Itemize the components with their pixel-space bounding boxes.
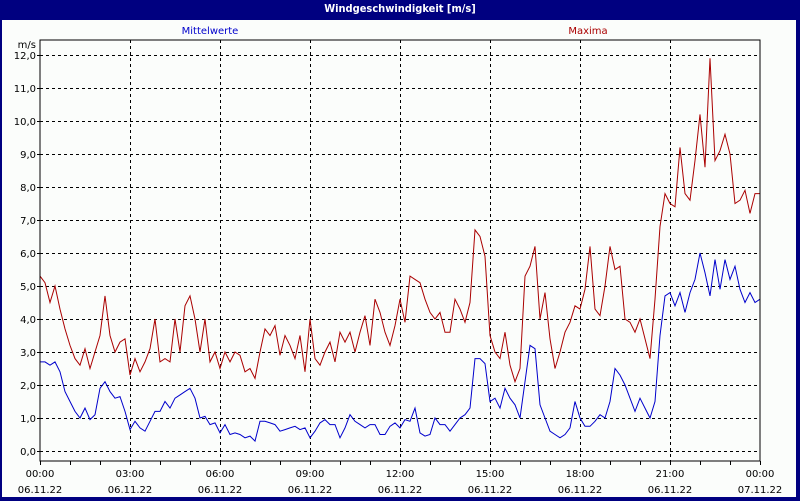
x-tick-time: 18:00 bbox=[566, 469, 595, 480]
x-tick-time: 12:00 bbox=[386, 469, 415, 480]
series-mittelwerte-line bbox=[40, 252, 761, 443]
y-axis-unit: m/s bbox=[18, 40, 36, 51]
x-tick-date: 06.11.22 bbox=[198, 485, 243, 496]
x-tick-date: 06.11.22 bbox=[378, 485, 423, 496]
x-tick-date: 06.11.22 bbox=[558, 485, 603, 496]
y-tick-label: 0,0 bbox=[20, 447, 36, 458]
y-axis-ticks: 0,0 1,0 2,0 3,0 4,0 5,0 6,0 7,0 8,0 9,0 10,0 11,0 12… bbox=[14, 51, 40, 458]
y-tick-label: 5,0 bbox=[20, 282, 36, 293]
y-tick-label: 7,0 bbox=[20, 216, 36, 227]
x-tick-time: 15:00 bbox=[476, 469, 505, 480]
x-axis-ticks: 00:00 06.11.22 03:00 06.11.22 06:00 06.11.22 0… bbox=[18, 461, 783, 496]
x-tick-date: 07.11.22 bbox=[738, 485, 783, 496]
plot-frame bbox=[39, 39, 761, 462]
y-tick-label: 8,0 bbox=[20, 183, 36, 194]
x-tick-time: 00:00 bbox=[26, 469, 55, 480]
window-title: Windgeschwindigkeit [m/s] bbox=[324, 2, 476, 15]
x-tick-date: 06.11.22 bbox=[18, 485, 63, 496]
y-tick-label: 1,0 bbox=[20, 414, 36, 425]
x-tick-date: 06.11.22 bbox=[288, 485, 333, 496]
x-tick-time: 03:00 bbox=[116, 469, 145, 480]
series-maxima-line bbox=[39, 58, 760, 384]
y-tick-label: 12,0 bbox=[14, 51, 36, 62]
x-tick-time: 06:00 bbox=[206, 469, 235, 480]
x-tick-time: 21:00 bbox=[656, 469, 685, 480]
y-tick-label: 4,0 bbox=[20, 315, 36, 326]
x-tick-time: 00:00 bbox=[746, 469, 775, 480]
y-tick-label: 11,0 bbox=[14, 84, 36, 95]
y-tick-label: 10,0 bbox=[14, 117, 36, 128]
y-tick-label: 3,0 bbox=[20, 348, 36, 359]
y-tick-label: 6,0 bbox=[20, 249, 36, 260]
x-tick-time: 09:00 bbox=[296, 469, 325, 480]
x-tick-date: 06.11.22 bbox=[468, 485, 513, 496]
x-tick-date: 06.11.22 bbox=[108, 485, 153, 496]
legend-max: Maxima bbox=[568, 26, 607, 37]
wind-speed-chart: Mittelwerte Maxima m/s 0,0 1,0 2,0 3,0 4,0 5,… bbox=[14, 26, 783, 496]
chart-canvas: Mittelwerte Maxima m/s 0,0 1,0 2,0 3,0 4,0 5,… bbox=[2, 20, 796, 497]
y-tick-label: 9,0 bbox=[20, 150, 36, 161]
y-tick-label: 2,0 bbox=[20, 381, 36, 392]
gridlines bbox=[40, 40, 760, 461]
legend-mean: Mittelwerte bbox=[182, 26, 239, 37]
x-tick-date: 06.11.22 bbox=[648, 485, 693, 496]
